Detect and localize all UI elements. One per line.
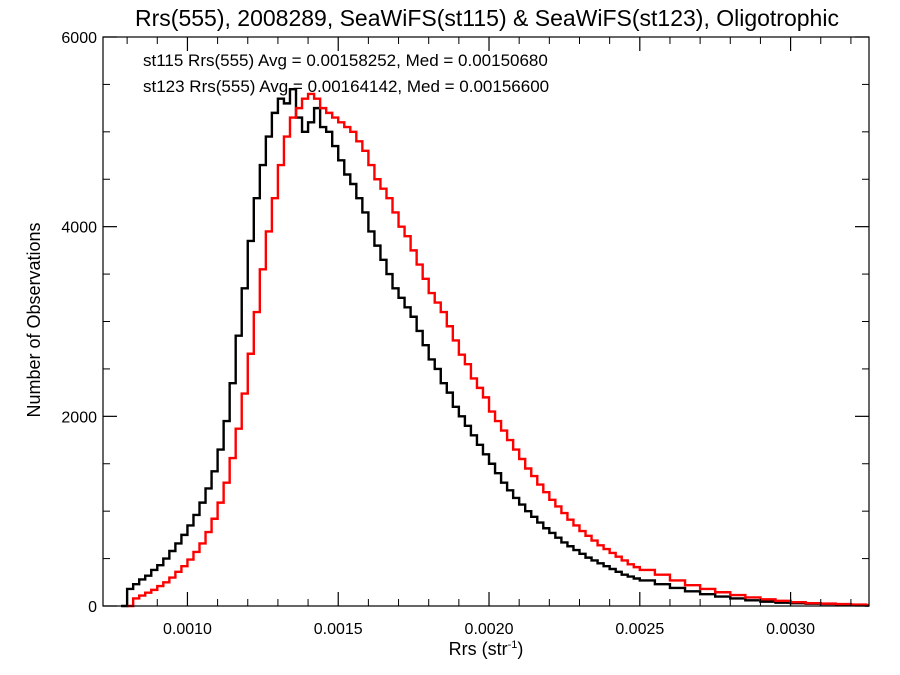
plot-area: 0.0010 0.0015 0.0020 0.0025 0.0030 0 2000 4000 6… [61, 30, 870, 638]
y-axis-label: Number of Observations [24, 222, 44, 417]
y-tick-label: 2000 [61, 409, 97, 426]
legend-entry-st123: st123 Rrs(555) Avg = 0.00164142, Med = 0… [143, 77, 549, 96]
x-axis-label-base: Rrs (str [449, 639, 508, 659]
y-tick-label: 0 [88, 599, 97, 616]
x-tick-label: 0.0020 [465, 621, 514, 638]
x-tick-label: 0.0025 [615, 621, 664, 638]
series-line-st123 [127, 92, 869, 608]
x-tick-label: 0.0015 [314, 621, 363, 638]
ticks-layer: 0.0010 0.0015 0.0020 0.0025 0.0030 0 2000 4000 6… [61, 30, 869, 638]
x-axis-label-superscript: -1 [508, 639, 518, 651]
y-tick-label: 6000 [61, 30, 97, 47]
x-tick-label: 0.0030 [766, 621, 815, 638]
legend-entry-st115: st115 Rrs(555) Avg = 0.00158252, Med = 0… [143, 51, 548, 70]
plot-frame [102, 36, 870, 607]
series-layer [121, 87, 869, 608]
x-axis-label-close: ) [517, 639, 523, 659]
y-tick-label: 4000 [61, 220, 97, 237]
x-tick-label: 0.0010 [163, 621, 212, 638]
series-line-st115 [121, 87, 869, 608]
chart-title: Rrs(555), 2008289, SeaWiFS(st115) & SeaW… [135, 5, 839, 31]
x-axis-label: Rrs (str-1) [449, 639, 524, 659]
legend: st115 Rrs(555) Avg = 0.00158252, Med = 0… [143, 51, 549, 96]
